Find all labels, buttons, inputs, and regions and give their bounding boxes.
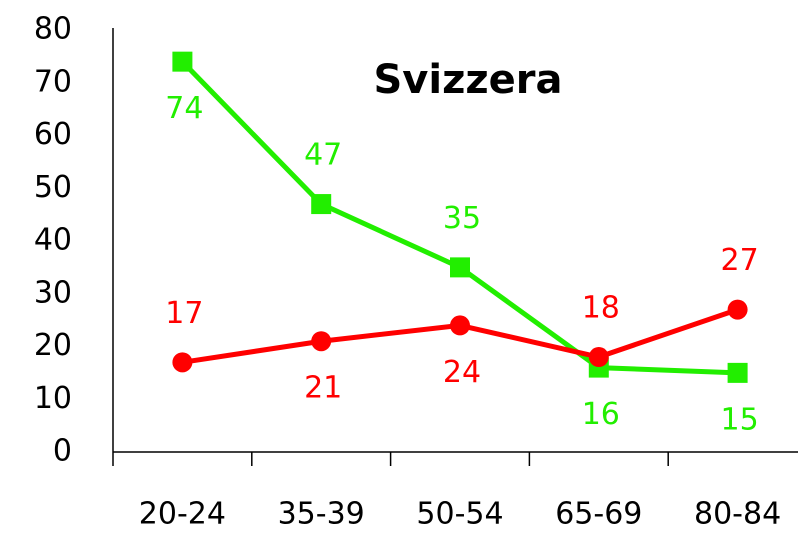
x-tick-label: 80-84 [694, 497, 781, 532]
data-label: 21 [304, 371, 342, 406]
marker [311, 194, 332, 215]
y-tick-label: 80 [34, 12, 72, 47]
y-tick-label: 40 [34, 223, 72, 258]
chart-title: Svizzera [373, 57, 562, 103]
y-tick-label: 50 [34, 170, 72, 205]
marker [450, 315, 470, 336]
data-label: 47 [304, 138, 342, 173]
marker [727, 362, 748, 383]
marker [172, 51, 193, 72]
y-tick-label: 60 [34, 117, 72, 152]
y-tick-label: 70 [34, 64, 72, 99]
data-label: 16 [582, 397, 620, 432]
data-label: 18 [582, 291, 620, 326]
y-tick-label: 20 [34, 328, 72, 363]
data-label: 35 [443, 201, 481, 236]
marker [450, 257, 470, 278]
marker [588, 347, 609, 368]
x-tick-label: 65-69 [555, 497, 642, 532]
marker [727, 299, 748, 320]
x-tick-label: 35-39 [278, 497, 365, 532]
data-label: 27 [721, 243, 759, 278]
marker [172, 352, 193, 373]
y-tick-label: 10 [34, 381, 72, 416]
data-label: 15 [721, 402, 759, 437]
data-label: 24 [443, 355, 481, 390]
y-tick-label: 0 [53, 434, 72, 469]
data-label: 17 [165, 296, 203, 331]
data-label: 74 [165, 91, 203, 126]
x-tick-label: 20-24 [139, 497, 226, 532]
y-tick-label: 30 [34, 275, 72, 310]
marker [311, 331, 332, 352]
x-tick-label: 50-54 [416, 497, 503, 532]
